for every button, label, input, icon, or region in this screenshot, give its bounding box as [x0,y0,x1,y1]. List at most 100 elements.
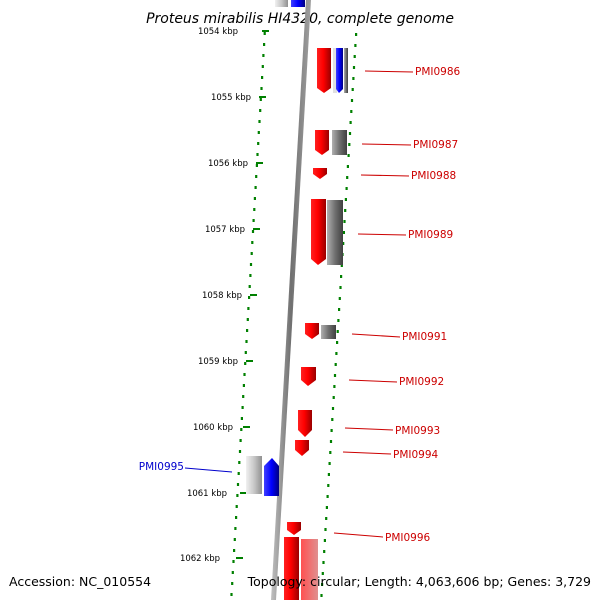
ruler-ticks: 1054 kbp 1055 kbp 1056 kbp 1057 kbp 1058… [180,27,269,564]
scale-dot [248,285,251,288]
scale-dot [323,539,326,542]
scale-dot [257,131,260,134]
scale-dot [346,165,349,168]
scale-dot [235,505,238,508]
scale-dot [338,308,341,311]
gene-label-PMI0994: PMI0994 [393,449,439,461]
scale-dot [320,594,323,597]
ruler-tick: 1062 kbp [180,554,243,564]
scale-dot [332,396,335,399]
gene-PMI0988[interactable]: PMI0988 [313,168,456,182]
gene-PMI0993[interactable]: PMI0993 [298,410,440,437]
scale-dot [331,418,334,421]
scale-dot [235,516,238,519]
scale-dot [242,384,245,387]
scale-dot [240,417,243,420]
gene-PMI0987[interactable]: PMI0987 [315,130,458,155]
scale-dot [256,153,259,156]
genome-backbone [271,0,311,600]
scale-dot [324,528,327,531]
scale-dot [355,33,358,36]
scale-dot [238,461,241,464]
svg-text:1062 kbp: 1062 kbp [180,554,220,564]
ruler-tick: 1060 kbp [193,423,250,433]
scale-dot [244,362,247,365]
scale-dot [322,561,325,564]
gene-PMI0992[interactable]: PMI0992 [301,367,444,388]
svg-text:1061 kbp: 1061 kbp [187,489,227,499]
gene-PMI0996[interactable]: PMI0996 [284,522,431,600]
scale-dot [351,88,354,91]
map-title: Proteus mirabilis HI4320, complete genom… [146,11,454,27]
svg-text:1055 kbp: 1055 kbp [211,93,251,103]
scale-dot [245,340,248,343]
scale-dot [255,175,258,178]
scale-dot [331,407,335,410]
scale-dot [261,65,264,68]
scale-dot [350,99,354,102]
scale-dot [246,318,249,321]
scale-dot [232,560,235,563]
scale-dot [328,462,331,465]
svg-text:1059 kbp: 1059 kbp [198,357,238,367]
scale-dot [251,230,255,233]
scale-dot [342,231,345,234]
scale-dot [231,582,234,585]
scale-dot [340,264,343,267]
scale-dot [344,198,347,201]
scale-dot [321,583,324,586]
scale-dot [352,66,356,69]
scale-dot [247,307,250,310]
scale-dot [339,286,342,289]
scale-dot [254,186,257,189]
scale-dot [333,374,337,377]
scale-dot [344,209,347,212]
scale-dot [326,495,329,498]
scale-dot [249,263,253,266]
scale-dot [333,385,336,388]
scale-dot [335,352,338,355]
scale-dot [249,274,252,277]
svg-text:1056 kbp: 1056 kbp [208,159,248,169]
ruler-tick: 1055 kbp [211,93,266,103]
scale-dot [244,351,247,354]
scale-dot [240,428,243,431]
gene-PMI0986[interactable]: PMI0986 [317,48,461,93]
scale-dot [242,395,245,398]
scale-dot [334,363,337,366]
scale-dot [325,517,328,520]
gene-PMI0989[interactable]: PMI0989 [311,199,453,265]
ruler-tick: 1057 kbp [205,225,260,235]
scale-dot [239,439,242,442]
topology-text: Topology: circular; Length: 4,063,606 bp… [247,574,591,589]
ruler-tick: 1059 kbp [198,357,253,367]
scale-dot [236,494,239,497]
gene-PMI0994[interactable]: PMI0994 [295,440,439,461]
svg-text:1058 kbp: 1058 kbp [202,291,242,301]
scale-dot [345,187,348,190]
scale-dot [336,330,339,333]
scale-dot [336,341,339,344]
scale-dot [234,527,237,530]
scale-dot [252,219,255,222]
gene-PMI0991[interactable]: PMI0991 [305,323,447,343]
gene-PMI0995[interactable]: PMI0995 [139,456,279,496]
scale-dot [250,252,253,255]
scale-dot [246,329,249,332]
scale-dot [231,571,234,574]
scale-dot [338,297,341,300]
accession-text: Accession: NC_010554 [9,574,151,589]
scale-dot [259,98,262,101]
scale-dot [342,242,345,245]
gene-label-PMI0988: PMI0988 [411,170,456,182]
scale-dot [243,373,246,376]
scale-dot [346,176,349,179]
scale-dot [327,473,330,476]
gene-label-PMI0996: PMI0996 [385,532,431,544]
scale-dot [327,484,330,487]
scale-dot [353,55,356,58]
scale-dot [233,549,236,552]
scale-dot [263,43,266,46]
svg-text:1060 kbp: 1060 kbp [193,423,233,433]
